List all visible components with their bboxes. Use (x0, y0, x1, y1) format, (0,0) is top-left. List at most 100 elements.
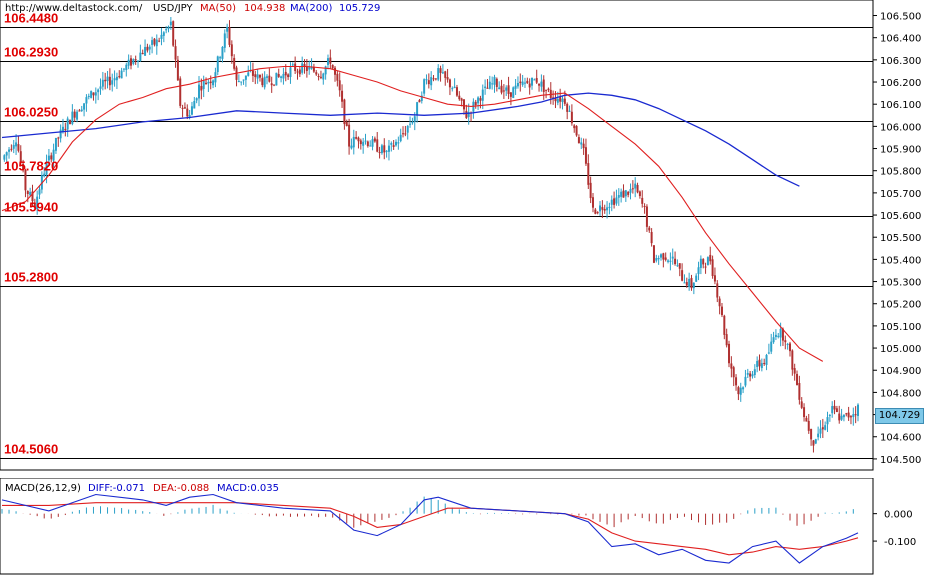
price-tick-label: 106.000 (880, 122, 921, 133)
candle-body (369, 145, 372, 147)
candle-body (190, 106, 193, 115)
candle-body (183, 107, 186, 109)
candle-body (535, 78, 538, 83)
candle-body (674, 258, 677, 265)
candle-body (561, 98, 564, 103)
candle-body (280, 76, 283, 78)
candle-body (404, 133, 407, 135)
candle-body (814, 439, 817, 444)
candle-body (781, 328, 784, 341)
candle-body (73, 111, 76, 118)
candle-body (458, 95, 461, 100)
candle-body (165, 29, 168, 31)
candle-body (519, 81, 522, 84)
candle-body (779, 328, 782, 338)
source-url[interactable]: http://www.deltastock.com/ (5, 3, 143, 14)
candle-body (819, 428, 822, 434)
candle-body (730, 363, 733, 369)
candle-body (202, 80, 205, 89)
candle-body (394, 141, 397, 146)
candle-body (244, 75, 247, 80)
candle-body (305, 66, 308, 71)
candle-body (277, 74, 280, 77)
candle-body (826, 417, 829, 425)
candle-body (723, 315, 726, 335)
candle-body (774, 334, 777, 337)
candle-body (463, 99, 466, 110)
candle-body (817, 433, 820, 438)
candle-body (233, 57, 236, 69)
price-tick-label: 105.500 (880, 233, 921, 244)
candle-body (43, 173, 46, 177)
candle-body (334, 67, 337, 75)
macd-tick-label: -0.100 (884, 537, 916, 548)
candle-body (695, 275, 698, 282)
candle-body (144, 46, 147, 56)
candle-body (767, 352, 770, 354)
candle-body (158, 40, 161, 42)
candle-body (3, 155, 6, 160)
candle-body (821, 427, 824, 430)
candle-body (849, 416, 852, 418)
ma200-label: MA(200) (290, 3, 333, 14)
candle-body (531, 77, 534, 86)
candle-body (270, 83, 273, 86)
ma50-value: 104.938 (244, 3, 286, 14)
candle-body (228, 27, 231, 45)
price-tick-label: 106.200 (880, 78, 921, 89)
candle-body (617, 195, 620, 198)
candle-body (167, 26, 170, 29)
candle-body (5, 152, 8, 156)
candle-body (380, 145, 383, 154)
candle-body (54, 137, 57, 151)
candle-body (57, 137, 60, 139)
candle-body (692, 282, 695, 289)
candle-body (303, 64, 306, 67)
price-chart: 106.4480 106.2930 106.0250 105.7820 105.5940… (0, 0, 921, 471)
candle-body (713, 275, 716, 282)
candle-body (230, 44, 233, 57)
ma50-label: MA(50) (200, 3, 236, 14)
candle-body (547, 88, 550, 90)
candle-body (495, 78, 498, 87)
candle-body (533, 79, 536, 81)
candle-body (491, 83, 494, 85)
candle-body (678, 263, 681, 269)
macd-macd-value: MACD:0.035 (217, 483, 279, 494)
candle-body (108, 76, 111, 86)
candle-body (847, 412, 850, 418)
candle-body (566, 103, 569, 112)
candle-body (416, 102, 419, 116)
candle-body (301, 63, 304, 73)
candle-body (146, 46, 149, 51)
candle-body (657, 258, 660, 260)
candle-body (258, 75, 261, 78)
candle-body (735, 377, 738, 386)
candle-body (160, 34, 163, 39)
candle-body (261, 78, 264, 86)
candle-body (563, 98, 566, 104)
candle-body (828, 415, 831, 417)
current-price-tag: 104.729 (875, 408, 924, 424)
candle-body (671, 256, 674, 259)
candle-body (683, 282, 686, 284)
ma200-line (1, 92, 800, 187)
candle-body (507, 85, 510, 94)
candle-body (599, 205, 602, 212)
candle-body (209, 81, 212, 84)
candle-body (453, 86, 456, 89)
candle-body (12, 144, 15, 149)
price-tick-label: 104.600 (880, 433, 921, 444)
price-tick-label: 105.400 (880, 255, 921, 266)
candle-body (584, 147, 587, 164)
candle-body (528, 83, 531, 88)
candle-body (134, 59, 137, 61)
candle-body (90, 91, 93, 98)
candle-body (80, 109, 83, 112)
candle-body (526, 80, 529, 84)
price-tick-label: 104.500 (880, 455, 921, 466)
candle-body (137, 60, 140, 62)
candle-body (523, 82, 526, 84)
macd-chart: 0.000 -0.100 (0, 478, 916, 575)
candle-body (176, 59, 179, 81)
